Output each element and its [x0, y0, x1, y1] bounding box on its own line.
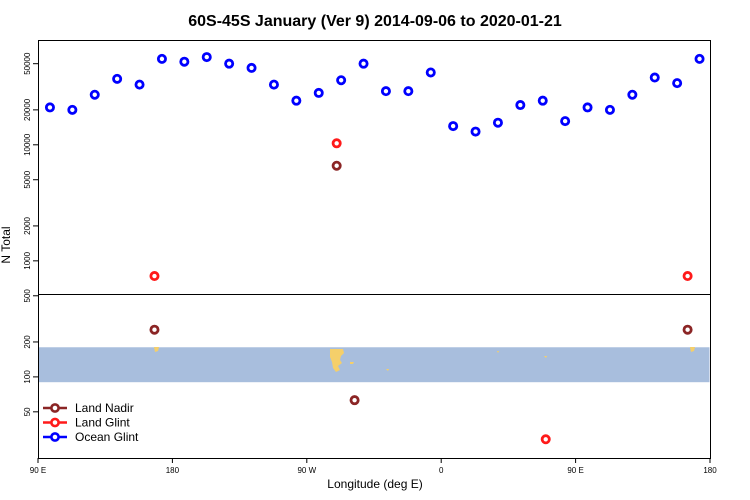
- map-band: [38, 347, 710, 383]
- data-point-ocean-glint: [492, 117, 503, 128]
- x-tick-label: 0: [439, 466, 444, 475]
- x-tick-label: 90 W: [297, 466, 316, 475]
- land-shape: [154, 347, 159, 352]
- data-point-ocean-glint: [560, 116, 571, 127]
- data-point-ocean-glint: [201, 52, 212, 63]
- land-shape: [497, 351, 499, 353]
- y-tick-label: 500: [23, 289, 32, 303]
- y-axis: 50 100 200 500 1000 2000 5000 10000 20000 50000: [23, 52, 38, 416]
- y-tick-label: 100: [23, 370, 32, 384]
- data-point-ocean-glint: [604, 104, 615, 115]
- y-tick-label: 20000: [23, 98, 32, 121]
- data-point-ocean-glint: [112, 73, 123, 84]
- data-point-land-nadir: [682, 324, 693, 335]
- legend-label: Land Nadir: [75, 401, 134, 415]
- legend-label: Ocean Glint: [75, 430, 139, 444]
- data-point-ocean-glint: [358, 58, 369, 69]
- y-tick-label: 50: [23, 407, 32, 416]
- legend-label: Land Glint: [75, 416, 130, 430]
- land-shape: [350, 362, 354, 364]
- data-point-ocean-glint: [694, 53, 705, 64]
- data-point-land-glint: [682, 271, 693, 282]
- y-tick-label: 200: [23, 335, 32, 349]
- data-point-land-nadir: [149, 324, 160, 335]
- data-point-ocean-glint: [627, 89, 638, 100]
- data-point-land-glint: [331, 138, 342, 149]
- y-tick-label: 5000: [23, 170, 32, 188]
- data-point-ocean-glint: [380, 86, 391, 97]
- legend-marker: [50, 403, 60, 413]
- y-tick-label: 50000: [23, 52, 32, 75]
- data-point-ocean-glint: [403, 86, 414, 97]
- x-axis: 90 E 180 90 W 0 90 E 180: [30, 458, 717, 475]
- data-point-ocean-glint: [515, 100, 526, 111]
- data-point-ocean-glint: [537, 95, 548, 106]
- data-point-ocean-glint: [672, 78, 683, 89]
- data-point-ocean-glint: [448, 121, 459, 132]
- x-tick-label: 180: [166, 466, 180, 475]
- data-point-ocean-glint: [134, 79, 145, 90]
- ocean-strip: [38, 347, 710, 383]
- data-point-ocean-glint: [89, 89, 100, 100]
- data-point-ocean-glint: [67, 104, 78, 115]
- plot-frame: [38, 40, 711, 459]
- x-axis-label: Longitude (deg E): [327, 477, 422, 491]
- data-point-ocean-glint: [649, 72, 660, 83]
- land-shape: [690, 347, 695, 352]
- data-point-ocean-glint: [291, 95, 302, 106]
- data-point-land-nadir: [349, 395, 360, 406]
- y-tick-label: 10000: [23, 133, 32, 156]
- chart-title: 60S-45S January (Ver 9) 2014-09-06 to 20…: [188, 13, 562, 30]
- data-point-ocean-glint: [313, 87, 324, 98]
- y-tick-label: 2000: [23, 216, 32, 234]
- data-point-ocean-glint: [224, 58, 235, 69]
- data-point-land-nadir: [331, 160, 342, 171]
- x-tick-label: 90 E: [567, 466, 583, 475]
- data-point-ocean-glint: [44, 102, 55, 113]
- legend-marker: [50, 432, 60, 442]
- data-points: [44, 52, 705, 445]
- x-tick-label: 180: [703, 466, 717, 475]
- data-point-ocean-glint: [425, 67, 436, 78]
- y-tick-label: 1000: [23, 251, 32, 269]
- data-point-ocean-glint: [246, 62, 257, 73]
- x-tick-label: 90 E: [30, 466, 46, 475]
- data-point-ocean-glint: [268, 79, 279, 90]
- data-point-ocean-glint: [336, 75, 347, 86]
- data-point-ocean-glint: [156, 53, 167, 64]
- data-point-land-glint: [149, 271, 160, 282]
- land-shape: [386, 369, 389, 371]
- data-point-ocean-glint: [179, 56, 190, 67]
- y-axis-label: N Total: [0, 226, 13, 263]
- legend-marker: [50, 417, 60, 428]
- data-point-ocean-glint: [582, 102, 593, 113]
- land-shape: [544, 356, 547, 358]
- data-point-ocean-glint: [470, 126, 481, 137]
- data-point-land-glint: [540, 434, 551, 445]
- land-shape: [330, 349, 344, 372]
